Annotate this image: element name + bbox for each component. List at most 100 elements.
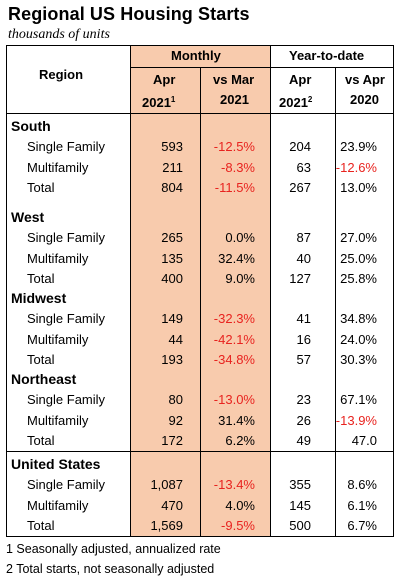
column-divider-monthly [130, 46, 131, 536]
row-label: Single Family [27, 311, 106, 326]
header-ytd-apr: Apr [289, 72, 312, 87]
cell-apr-value: 149 [161, 311, 183, 326]
cell-vs-mar-value: -9.5% [221, 518, 255, 533]
cell-ytd-value: 40 [296, 250, 311, 266]
cell-vs-apr-value: 24.0% [340, 331, 377, 347]
row-label: Multifamily [27, 331, 89, 347]
cell-vs-mar-value: -13.4% [213, 477, 255, 492]
cell-vs-apr-value: 25.8% [340, 271, 377, 286]
housing-starts-table: Region Monthly Year-to-date Apr 20211 vs… [6, 45, 394, 537]
row-label: Single Family [27, 392, 106, 407]
footnote-2: 2 Total starts, not seasonally adjusted [6, 562, 215, 576]
cell-vs-mar-value: 9.0% [225, 271, 255, 286]
cell-apr-value: 92 [168, 412, 183, 428]
header-vs-apr-year: 2020 [350, 92, 379, 107]
cell-vs-mar-value: 4.0% [225, 497, 255, 513]
row-label: Multifamily [27, 159, 89, 175]
row-label: Total [27, 433, 55, 448]
cell-vs-apr-value: 8.6% [347, 477, 377, 492]
cell-vs-apr-value: -12.6% [335, 159, 377, 175]
column-divider-vs-apr [335, 67, 336, 536]
row-label: Total [27, 271, 55, 286]
cell-ytd-value: 16 [296, 331, 311, 347]
cell-vs-mar-value: 6.2% [225, 433, 255, 448]
cell-ytd-value: 127 [289, 271, 311, 286]
cell-vs-mar-value: -32.3% [213, 311, 255, 326]
row-label: Total [27, 352, 55, 367]
cell-vs-apr-value: 27.0% [340, 230, 377, 245]
cell-apr-value: 400 [161, 271, 183, 286]
header-monthly: Monthly [171, 48, 221, 63]
row-label: Total [27, 518, 55, 533]
cell-apr-value: 80 [168, 392, 183, 407]
cell-vs-mar-value: -12.5% [213, 139, 255, 154]
row-label: Multifamily [27, 412, 89, 428]
cell-ytd-value: 267 [289, 180, 311, 195]
cell-vs-apr-value: 13.0% [340, 180, 377, 195]
header-apr-year: 20211 [142, 95, 176, 110]
row-label: Single Family [27, 477, 106, 492]
cell-ytd-value: 23 [296, 392, 311, 407]
footnote-1: 1 Seasonally adjusted, annualized rate [6, 542, 221, 556]
column-divider-ytd [270, 46, 271, 536]
cell-vs-apr-value: -13.9% [335, 412, 377, 428]
cell-vs-apr-value: 67.1% [340, 392, 377, 407]
cell-apr-value: 593 [161, 139, 183, 154]
cell-vs-mar-value: -34.8% [213, 352, 255, 367]
cell-apr-value: 135 [161, 250, 183, 266]
row-label: Single Family [27, 139, 106, 154]
cell-ytd-value: 26 [296, 412, 311, 428]
cell-vs-mar-value: -13.0% [213, 392, 255, 407]
cell-ytd-value: 355 [289, 477, 311, 492]
section-heading: Northeast [11, 371, 77, 387]
column-divider-vs-mar [200, 67, 201, 536]
header-apr: Apr [153, 72, 176, 87]
cell-vs-mar-value: 32.4% [218, 250, 255, 266]
cell-apr-value: 193 [161, 352, 183, 367]
table-subtitle: thousands of units [8, 27, 110, 42]
row-label: Single Family [27, 230, 106, 245]
header-ytd-year: 20212 [279, 95, 313, 110]
cell-vs-mar-value: -11.5% [214, 180, 255, 195]
header-region: Region [39, 67, 84, 82]
cell-apr-value: 211 [162, 159, 183, 175]
table-title: Regional US Housing Starts [8, 4, 250, 24]
us-section-divider-line [7, 451, 393, 452]
cell-vs-mar-value: -42.1% [213, 331, 255, 347]
header-vs-mar: vs Mar [213, 72, 255, 87]
section-heading: West [11, 209, 45, 225]
cell-ytd-value: 87 [296, 230, 311, 245]
cell-ytd-value: 500 [289, 518, 311, 533]
section-heading: Midwest [11, 290, 67, 306]
section-heading: South [11, 118, 51, 134]
header-divider-line [130, 67, 393, 68]
row-label: Total [27, 180, 55, 195]
cell-ytd-value: 41 [296, 311, 311, 326]
cell-vs-apr-value: 6.7% [347, 518, 377, 533]
cell-vs-apr-value: 30.3% [340, 352, 377, 367]
cell-vs-apr-value: 34.8% [340, 311, 377, 326]
cell-ytd-value: 49 [296, 433, 311, 448]
cell-vs-apr-value: 47.0 [351, 433, 377, 448]
cell-vs-mar-value: -8.3% [221, 159, 255, 175]
header-vs-mar-year: 2021 [220, 92, 249, 107]
cell-apr-value: 44 [168, 331, 183, 347]
cell-ytd-value: 63 [296, 159, 311, 175]
cell-apr-value: 1,087 [150, 477, 183, 492]
cell-apr-value: 172 [161, 433, 183, 448]
row-label: Multifamily [27, 497, 89, 513]
cell-vs-apr-value: 6.1% [347, 497, 377, 513]
row-label: Multifamily [27, 250, 89, 266]
cell-vs-mar-value: 31.4% [218, 412, 255, 428]
cell-vs-apr-value: 25.0% [340, 250, 377, 266]
section-heading: United States [11, 456, 101, 472]
cell-vs-mar-value: 0.0% [225, 230, 255, 245]
cell-apr-value: 1,569 [150, 518, 183, 533]
cell-apr-value: 470 [161, 497, 183, 513]
cell-ytd-value: 57 [296, 352, 311, 367]
cell-ytd-value: 204 [289, 139, 311, 154]
cell-apr-value: 804 [161, 180, 183, 195]
cell-apr-value: 265 [161, 230, 183, 245]
cell-vs-apr-value: 23.9% [340, 139, 377, 154]
header-vs-apr: vs Apr [345, 72, 385, 87]
